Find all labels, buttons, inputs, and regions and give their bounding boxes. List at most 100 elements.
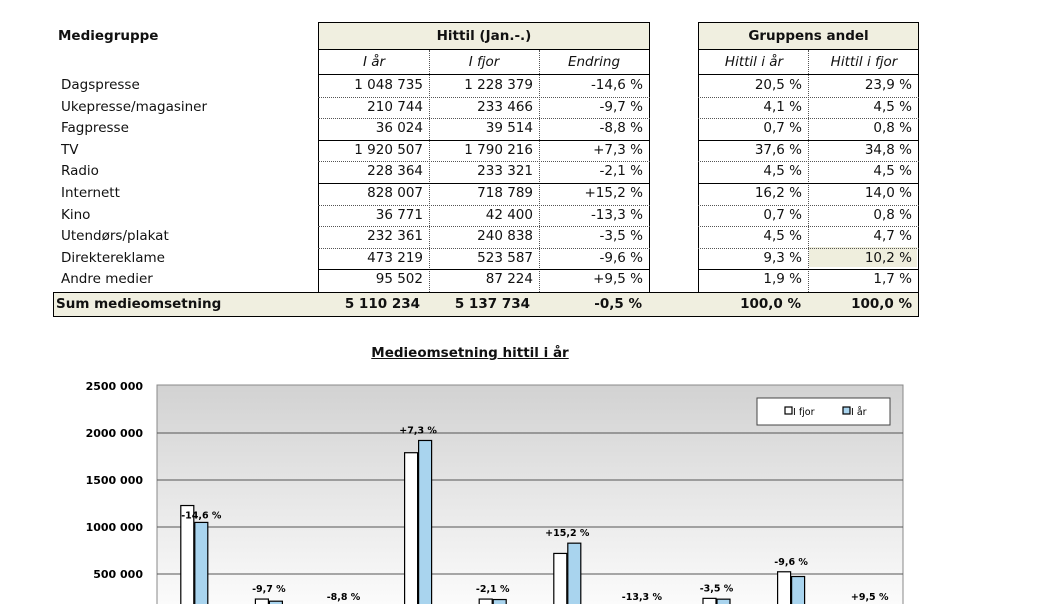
cell-iar: 1 048 735 <box>354 77 423 93</box>
cell-ifjor: 42 400 <box>485 206 533 223</box>
cell-ifjor: 39 514 <box>485 120 533 137</box>
bar-ifjor <box>180 504 195 604</box>
cell-iar: 95 502 <box>375 271 423 288</box>
cell-endring: -2,1 % <box>599 163 643 180</box>
cell-andel-ifjor: 4,5 % <box>873 98 912 115</box>
cell-ifjor: 523 587 <box>477 249 533 266</box>
cell-andel-iar: 9,3 % <box>763 249 802 266</box>
sum-andel-ifjor: 100,0 % <box>851 296 912 312</box>
cell-endring: +7,3 % <box>593 141 643 158</box>
cell-endring: -8,8 % <box>599 120 643 137</box>
row-label: Fagpresse <box>61 120 129 137</box>
sum-ifjor: 5 137 734 <box>454 296 530 312</box>
bar-data-label: -3,5 % <box>700 583 734 594</box>
row-label: Ukepresse/magasiner <box>61 98 208 115</box>
cell-andel-iar: 16,2 % <box>754 185 802 201</box>
cell-andel-iar: 0,7 % <box>763 206 802 223</box>
y-tick-label: 2500 000 <box>86 380 144 393</box>
cell-andel-iar: 4,5 % <box>763 228 802 245</box>
cell-ifjor: 233 466 <box>477 98 533 115</box>
cell-andel-iar: 4,1 % <box>763 98 802 115</box>
cell-endring: -9,7 % <box>599 98 643 115</box>
cell-andel-iar: 37,6 % <box>754 141 802 158</box>
row-label: Radio <box>61 163 99 180</box>
cell-endring: -13,3 % <box>590 206 643 223</box>
bar-iar <box>418 439 433 604</box>
row-label: Utendørs/plakat <box>61 228 169 245</box>
bar-data-label: -13,3 % <box>622 592 663 603</box>
cell-iar: 36 024 <box>375 120 423 137</box>
andel-header: Gruppens andel <box>698 22 919 50</box>
row-label: Internett <box>61 185 120 201</box>
chart-legend: I fjor I år <box>756 397 891 426</box>
bar-data-label: -9,6 % <box>774 557 808 568</box>
sum-endring: -0,5 % <box>594 296 642 312</box>
sum-row <box>53 292 919 317</box>
cell-andel-ifjor: 0,8 % <box>873 206 912 223</box>
col-header-andel-iar: Hittil i år <box>724 54 784 70</box>
bar-data-label: -9,7 % <box>252 584 286 595</box>
cell-andel-ifjor: 10,2 % <box>864 249 912 266</box>
cell-andel-iar: 0,7 % <box>763 120 802 137</box>
cell-andel-ifjor: 14,0 % <box>864 185 912 201</box>
cell-iar: 1 920 507 <box>354 141 423 158</box>
cell-andel-ifjor: 4,5 % <box>873 163 912 180</box>
cell-iar: 36 771 <box>375 206 423 223</box>
cell-iar: 228 364 <box>367 163 423 180</box>
cell-andel-ifjor: 0,8 % <box>873 120 912 137</box>
bar-data-label: +15,2 % <box>545 528 590 539</box>
cell-iar: 828 007 <box>367 185 423 201</box>
y-tick-label: 1000 000 <box>86 521 144 534</box>
cell-endring: -3,5 % <box>599 228 643 245</box>
chart-title: Medieomsetning hittil i år <box>371 345 569 361</box>
bar-iar <box>194 521 209 604</box>
cell-ifjor: 87 224 <box>485 271 533 288</box>
cell-andel-iar: 4,5 % <box>763 163 802 180</box>
cell-ifjor: 1 790 216 <box>464 141 533 158</box>
legend-swatch-ifjor <box>784 406 793 415</box>
col-header-endring: Endring <box>567 54 621 70</box>
bar-iar <box>268 600 283 604</box>
cell-andel-iar: 20,5 % <box>754 77 802 93</box>
legend-swatch-iar <box>842 406 851 415</box>
col-header-andel-ifjor: Hittil i fjor <box>830 54 898 70</box>
cell-endring: -9,6 % <box>599 249 643 266</box>
cell-ifjor: 240 838 <box>477 228 533 245</box>
bar-iar <box>790 575 806 604</box>
sum-iar: 5 110 234 <box>344 296 420 312</box>
bar-data-label: +7,3 % <box>399 425 437 436</box>
bar-ifjor <box>702 597 717 604</box>
bar-iar <box>492 598 507 604</box>
legend-label-ifjor: I fjor <box>793 407 815 418</box>
legend-label-iar: I år <box>851 407 867 418</box>
y-tick-label: 500 000 <box>93 568 143 581</box>
bar-ifjor <box>404 452 419 604</box>
cell-andel-ifjor: 23,9 % <box>864 77 912 93</box>
bar-data-label: -14,6 % <box>181 511 222 522</box>
bar-ifjor <box>254 598 269 604</box>
row-label: Direktereklame <box>61 249 165 266</box>
cell-endring: +15,2 % <box>584 185 644 201</box>
bar-ifjor <box>553 552 568 604</box>
hittil-header: Hittil (Jan.-.) <box>318 22 650 50</box>
row-label: Dagspresse <box>61 77 140 93</box>
bar-data-label: -2,1 % <box>476 584 510 595</box>
cell-ifjor: 718 789 <box>477 185 533 201</box>
y-tick-label: 2000 000 <box>86 427 144 440</box>
cell-andel-ifjor: 4,7 % <box>873 228 912 245</box>
sum-label: Sum medieomsetning <box>56 296 222 312</box>
bar-iar <box>716 598 731 604</box>
cell-endring: +9,5 % <box>593 271 643 288</box>
bar-iar <box>567 542 582 604</box>
bar-data-label: +9,5 % <box>851 592 889 603</box>
cell-iar: 210 744 <box>367 98 423 115</box>
cell-andel-ifjor: 34,8 % <box>864 141 912 158</box>
cell-endring: -14,6 % <box>590 77 643 93</box>
cell-andel-ifjor: 1,7 % <box>873 271 912 288</box>
row-label: Kino <box>61 206 91 223</box>
bar-ifjor <box>776 571 792 604</box>
group-header: Mediegruppe <box>58 28 159 44</box>
cell-andel-iar: 1,9 % <box>763 271 802 288</box>
sum-andel-iar: 100,0 % <box>740 296 801 312</box>
